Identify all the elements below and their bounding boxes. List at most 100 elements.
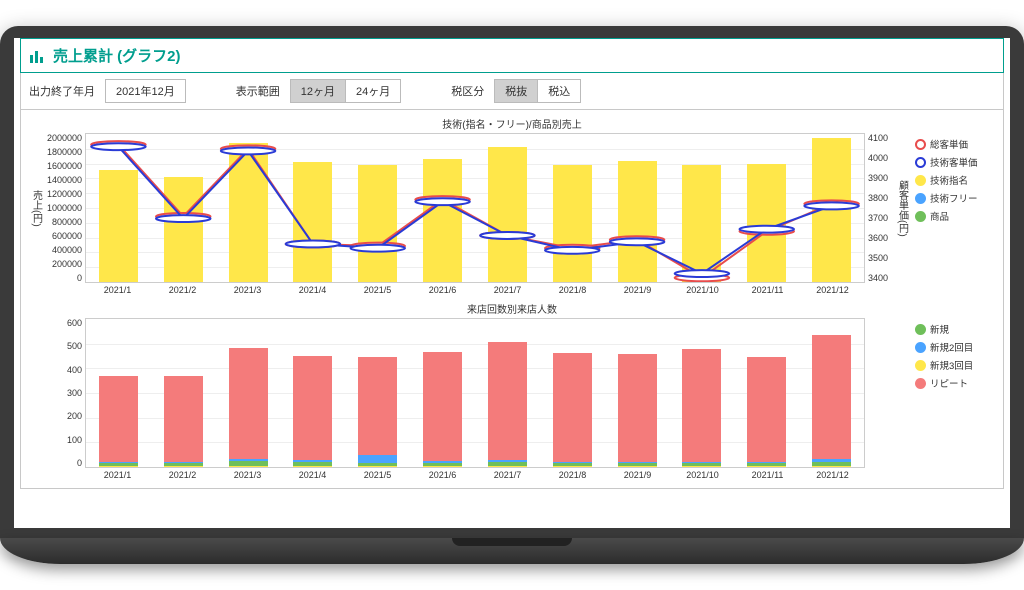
chart1-legend-item: 技術指名 xyxy=(915,173,995,187)
legend-label: 技術客単価 xyxy=(930,155,978,169)
chart2-bar-new xyxy=(423,463,462,466)
period-button-1[interactable]: 24ヶ月 xyxy=(346,79,401,103)
tax-button-0[interactable]: 税抜 xyxy=(494,79,538,103)
chart1-yl-tick: 1400000 xyxy=(43,175,82,185)
chart2-y-tick: 200 xyxy=(43,411,82,421)
chart1-legend-item: 技術客単価 xyxy=(915,155,995,169)
chart2-bar-new2 xyxy=(812,459,851,462)
end-month-label: 出力終了年月 xyxy=(29,83,95,99)
legend-swatch-icon xyxy=(915,211,926,222)
chart1-yr-tick: 3900 xyxy=(868,173,895,183)
period-label: 表示範囲 xyxy=(236,83,280,99)
chart1-x-tick: 2021/3 xyxy=(215,285,280,295)
chart2-bar-new3 xyxy=(164,466,203,467)
chart2-bar-new xyxy=(553,463,592,466)
chart2-x-tick: 2021/10 xyxy=(670,470,735,480)
tax-button-1[interactable]: 税込 xyxy=(538,79,581,103)
chart2-bar-repeat xyxy=(488,342,527,460)
chart2-bar-new xyxy=(812,462,851,466)
chart2-bar-repeat xyxy=(553,353,592,462)
chart2-bar-new2 xyxy=(164,462,203,463)
chart2-block: 来店回数別来店人数 6005004003002001000 新規新規2回目新規3… xyxy=(29,301,995,480)
chart2-bar-repeat xyxy=(164,376,203,462)
laptop-frame: 売上累計 (グラフ2) 出力終了年月 2021年12月 表示範囲 12ヶ月24ヶ… xyxy=(0,26,1024,564)
chart1-yr-tick: 4000 xyxy=(868,153,895,163)
chart1-bar-tech_shimei xyxy=(553,165,592,282)
chart1-yl-tick: 1600000 xyxy=(43,161,82,171)
chart2-bar-new3 xyxy=(553,466,592,467)
legend-label: 商品 xyxy=(930,209,949,223)
chart2-bar-new2 xyxy=(358,455,397,463)
chart1-yl-tick: 200000 xyxy=(43,259,82,269)
chart1-x-tick: 2021/4 xyxy=(280,285,345,295)
chart2-bar-new3 xyxy=(358,466,397,467)
chart2-bar-repeat xyxy=(747,357,786,462)
chart2-bar-new2 xyxy=(747,462,786,464)
chart1-x-tick: 2021/9 xyxy=(605,285,670,295)
chart2-legend-item: 新規2回目 xyxy=(915,340,995,354)
tax-label: 税区分 xyxy=(451,83,484,99)
chart2-bar-new xyxy=(229,461,268,466)
legend-label: リピート xyxy=(930,376,968,390)
chart1-yr-tick: 3400 xyxy=(868,273,895,283)
chart2-bar-new3 xyxy=(812,466,851,467)
chart1-y-right-label: 顧客単価(円) xyxy=(895,133,909,283)
screen-bezel: 売上累計 (グラフ2) 出力終了年月 2021年12月 表示範囲 12ヶ月24ヶ… xyxy=(0,26,1024,538)
chart1-bar-tech_shimei xyxy=(358,165,397,282)
chart2-bar-repeat xyxy=(229,348,268,459)
chart2-bar-new2 xyxy=(293,460,332,463)
chart2-bar-new3 xyxy=(747,466,786,467)
chart2-x-tick: 2021/1 xyxy=(85,470,150,480)
chart2-bar-new2 xyxy=(488,460,527,463)
chart1-bar-tech_shimei xyxy=(618,161,657,283)
chart2-x-tick: 2021/8 xyxy=(540,470,605,480)
chart2-legend: 新規新規2回目新規3回目リピート xyxy=(909,318,995,468)
chart1-x-tick: 2021/5 xyxy=(345,285,410,295)
chart2-plot xyxy=(85,318,865,468)
chart2-x-tick: 2021/12 xyxy=(800,470,865,480)
period-button-0[interactable]: 12ヶ月 xyxy=(290,79,346,103)
chart2-x-tick: 2021/3 xyxy=(215,470,280,480)
chart1-yr-tick: 3700 xyxy=(868,213,895,223)
chart1-x-tick: 2021/6 xyxy=(410,285,475,295)
chart2-bar-new xyxy=(99,463,138,466)
app-root: 売上累計 (グラフ2) 出力終了年月 2021年12月 表示範囲 12ヶ月24ヶ… xyxy=(14,38,1010,489)
chart2-x-ticks: 2021/12021/22021/32021/42021/52021/62021… xyxy=(85,470,865,480)
chart2-bar-repeat xyxy=(423,352,462,461)
chart1-x-tick: 2021/1 xyxy=(85,285,150,295)
chart1-yl-tick: 400000 xyxy=(43,245,82,255)
chart2-bar-new xyxy=(682,463,721,466)
chart2-bar-new xyxy=(358,463,397,466)
chart1-x-tick: 2021/7 xyxy=(475,285,540,295)
chart1-legend-item: 総客単価 xyxy=(915,137,995,151)
chart2-legend-item: 新規3回目 xyxy=(915,358,995,372)
chart2-bar-new3 xyxy=(618,466,657,467)
chart1-x-tick: 2021/8 xyxy=(540,285,605,295)
chart2-title: 来店回数別来店人数 xyxy=(29,301,995,316)
end-month-input[interactable]: 2021年12月 xyxy=(105,79,186,103)
chart1-x-tick: 2021/10 xyxy=(670,285,735,295)
chart1-yr-tick: 3500 xyxy=(868,253,895,263)
chart1-bar-tech_shimei xyxy=(747,164,786,283)
chart1-yl-tick: 1800000 xyxy=(43,147,82,157)
chart1-x-tick: 2021/12 xyxy=(800,285,865,295)
chart1-bar-tech_shimei xyxy=(682,165,721,282)
chart2-bar-new2 xyxy=(229,459,268,461)
chart2-bar-repeat xyxy=(682,349,721,462)
chart1-legend-item: 技術フリー xyxy=(915,191,995,205)
chart2-bar-new2 xyxy=(682,462,721,464)
chart2-bar-new2 xyxy=(553,462,592,464)
chart2-bar-new xyxy=(618,463,657,466)
bar-chart-icon xyxy=(29,49,47,63)
legend-label: 新規2回目 xyxy=(930,340,973,354)
chart2-bar-repeat xyxy=(293,356,332,460)
chart2-y-tick: 400 xyxy=(43,365,82,375)
period-button-group: 12ヶ月24ヶ月 xyxy=(290,79,402,103)
legend-label: 新規 xyxy=(930,322,949,336)
chart1-yl-tick: 600000 xyxy=(43,231,82,241)
chart1-y-left-label: 売上(円) xyxy=(29,133,43,283)
legend-label: 総客単価 xyxy=(930,137,968,151)
chart1-x-tick: 2021/11 xyxy=(735,285,800,295)
chart2-bar-new xyxy=(747,463,786,466)
chart1-y-right-ticks: 41004000390038003700360035003400 xyxy=(865,133,895,283)
